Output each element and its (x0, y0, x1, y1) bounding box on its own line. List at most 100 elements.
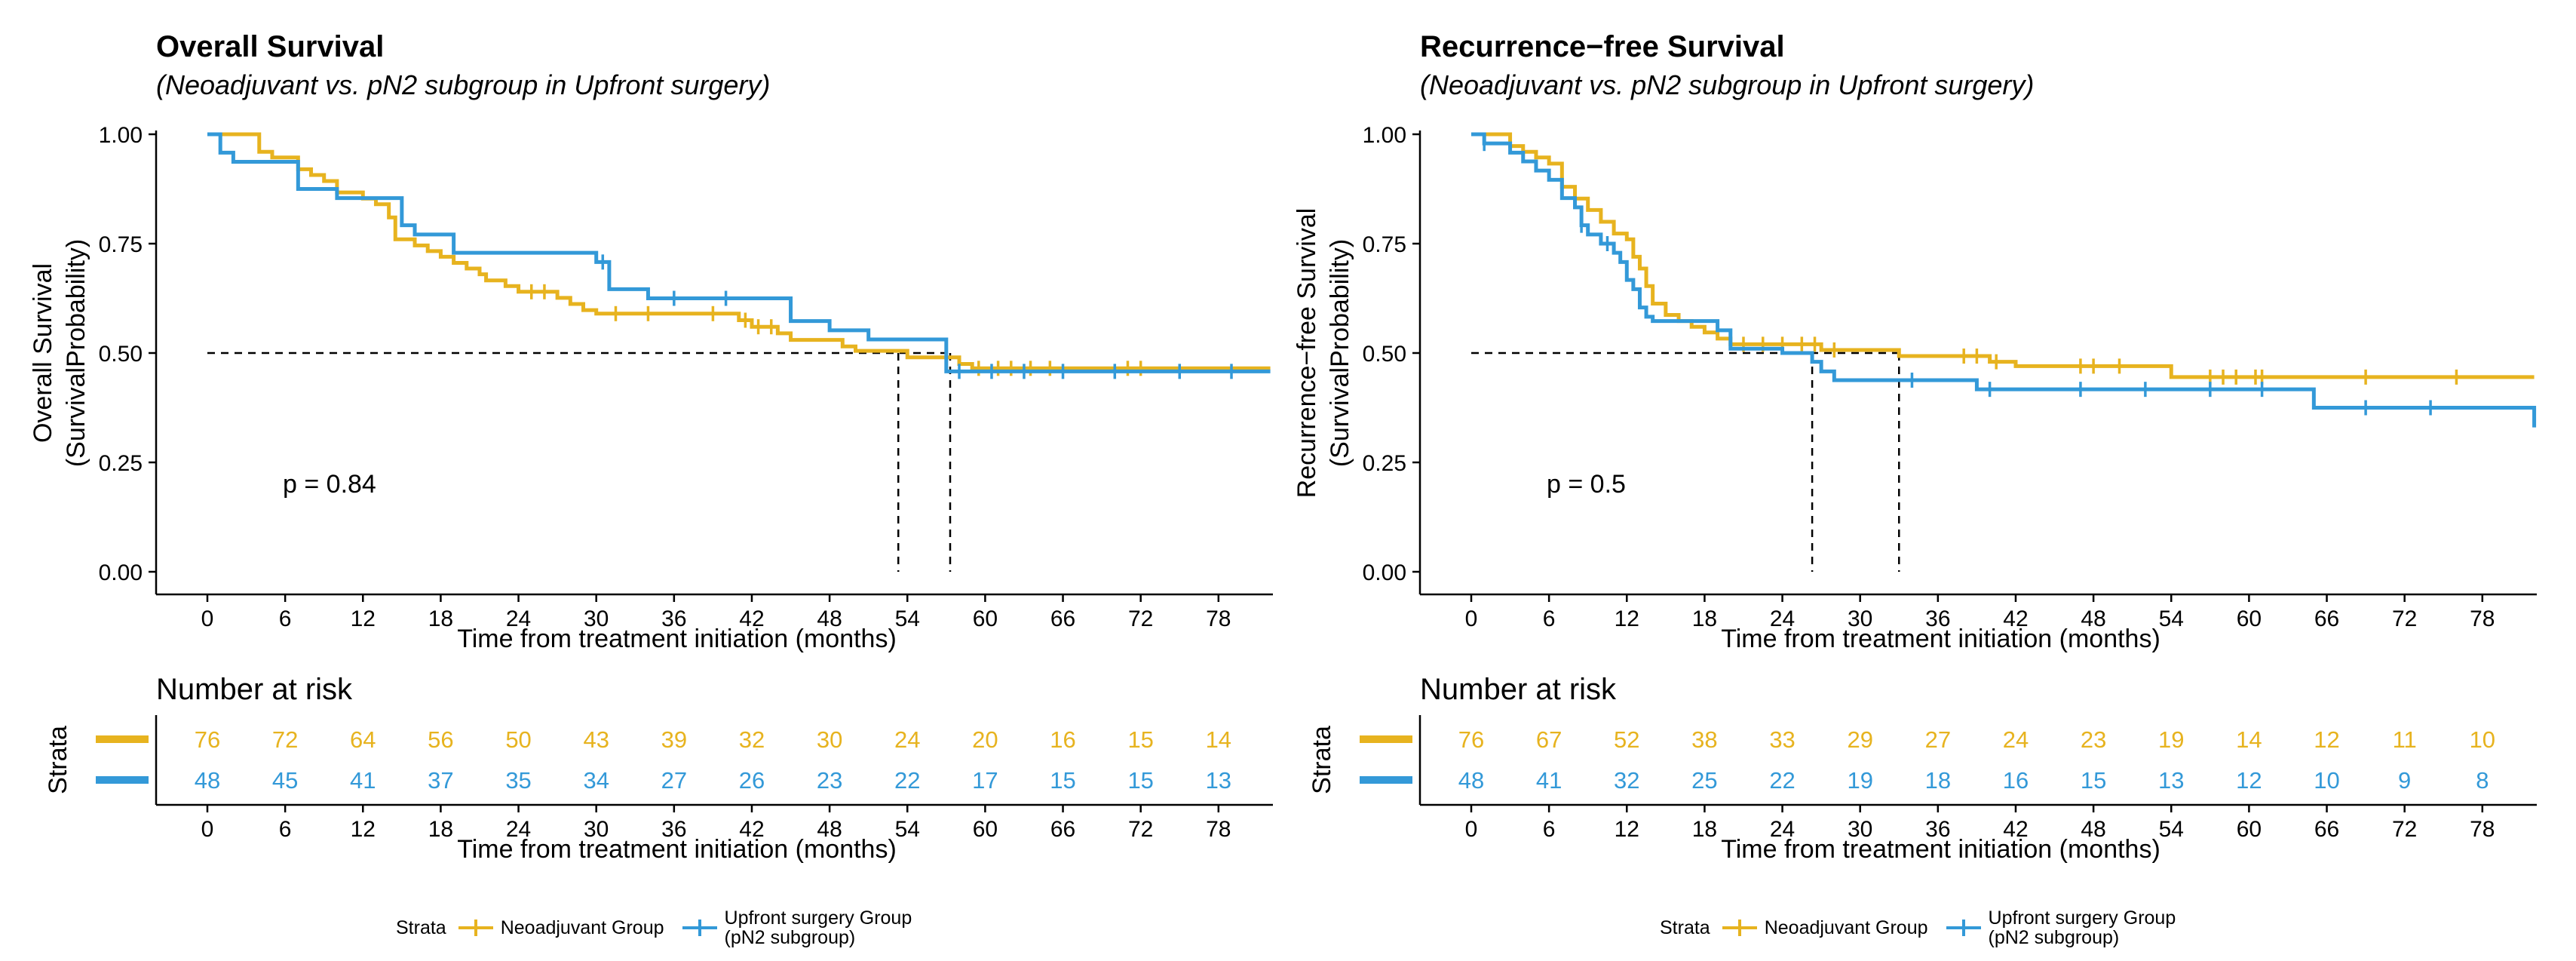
risk-x-tick-label: 36 (661, 817, 686, 842)
x-tick-label: 0 (1465, 606, 1478, 631)
risk-x-tick-label: 78 (2470, 817, 2495, 842)
y-tick-label: 0.25 (1363, 451, 1406, 476)
risk-count: 56 (428, 726, 453, 753)
risk-count: 22 (894, 767, 920, 794)
x-tick-label: 12 (351, 606, 376, 631)
os-panel-subtitle: (Neoadjuvant vs. pN2 subgroup in Upfront… (156, 69, 771, 100)
risk-x-tick-label: 66 (1050, 817, 1075, 842)
risk-count: 29 (1847, 726, 1872, 753)
risk-table-title: Number at risk (1420, 673, 1617, 706)
risk-count: 27 (1925, 726, 1951, 753)
x-tick-label: 30 (1848, 606, 1872, 631)
risk-count: 20 (972, 726, 998, 753)
legend-key-upfront-icon (682, 920, 717, 936)
risk-x-tick-label: 24 (1770, 817, 1795, 842)
risk-x-tick-label: 0 (1465, 817, 1478, 842)
y-tick-label: 0.00 (99, 560, 143, 585)
x-tick-label: 24 (1770, 606, 1795, 631)
series-neoadjuvant-line (1471, 132, 2535, 379)
risk-x-tick-label: 12 (1615, 817, 1639, 842)
risk-count: 19 (1847, 767, 1872, 794)
risk-x-tick-label: 54 (895, 817, 920, 842)
os-panel-title: Overall Survival (156, 30, 385, 63)
risk-count: 10 (2314, 767, 2339, 794)
legend-item-neoadjuvant: Neoadjuvant Group (457, 916, 664, 939)
risk-x-tick-label: 42 (2003, 817, 2028, 842)
x-tick-label: 24 (506, 606, 531, 631)
y-tick-label: 0.50 (1363, 342, 1406, 367)
risk-count: 16 (1050, 726, 1075, 753)
legend-item-upfront: Upfront surgery Group (pN2 subgroup) (1945, 908, 2176, 947)
x-tick-label: 30 (584, 606, 609, 631)
y-tick-label: 0.75 (99, 232, 143, 257)
legend-item-neoadjuvant: Neoadjuvant Group (1721, 916, 1928, 939)
risk-x-tick-label: 12 (351, 817, 376, 842)
rfs-chart: 0.000.250.500.751.000 6 12 18 24 30 36 42 48 54 60… (1293, 123, 2537, 864)
risk-count: 19 (2158, 726, 2184, 753)
risk-count: 13 (2158, 767, 2184, 794)
p-value-label: p = 0.5 (1547, 470, 1626, 499)
x-axis-title: Time from treatment initiation (months) (1721, 625, 2160, 653)
risk-count: 45 (272, 767, 298, 794)
risk-count: 10 (2470, 726, 2495, 753)
x-tick-label: 78 (2470, 606, 2495, 631)
legend-key-upfront-icon (1946, 920, 1981, 936)
risk-count: 13 (1206, 767, 1231, 794)
x-tick-label: 12 (1615, 606, 1639, 631)
x-tick-label: 42 (739, 606, 764, 631)
risk-count: 24 (894, 726, 920, 753)
series-upfront-line (1471, 132, 2537, 428)
risk-count: 15 (1050, 767, 1075, 794)
risk-count: 14 (1206, 726, 1231, 753)
legend-left: Strata Neoadjuvant Group Upfront surgery… (396, 905, 928, 950)
risk-x-tick-label: 48 (2081, 817, 2105, 842)
risk-count: 76 (1458, 726, 1484, 753)
x-tick-label: 54 (2159, 606, 2184, 631)
y-axis-title-line1: Recurrence−free Survival (1293, 208, 1321, 499)
risk-table-x-title: Time from treatment initiation (months) (457, 835, 897, 864)
x-tick-label: 72 (1128, 606, 1153, 631)
y-tick-label: 0.00 (1363, 560, 1406, 585)
risk-count: 12 (2236, 767, 2262, 794)
risk-x-tick-label: 36 (1925, 817, 1950, 842)
risk-table-strata-label: Strata (44, 726, 72, 794)
risk-count: 34 (583, 767, 609, 794)
risk-count: 27 (661, 767, 687, 794)
y-tick-label: 0.50 (99, 342, 143, 367)
legend-item-upfront: Upfront surgery Group (pN2 subgroup) (681, 908, 912, 947)
legend-title: Strata (1660, 917, 1710, 938)
risk-count: 48 (1458, 767, 1484, 794)
risk-count: 32 (739, 726, 765, 753)
risk-count: 11 (2393, 726, 2417, 753)
rfs-panel-subtitle: (Neoadjuvant vs. pN2 subgroup in Upfront… (1420, 69, 2035, 100)
risk-count: 14 (2236, 726, 2262, 753)
risk-count: 24 (2003, 726, 2029, 753)
risk-count: 17 (972, 767, 998, 794)
x-tick-label: 6 (1543, 606, 1556, 631)
risk-count: 64 (350, 726, 376, 753)
risk-count: 22 (1769, 767, 1795, 794)
series-neoadjuvant-line (207, 132, 1271, 370)
x-axis-title: Time from treatment initiation (months) (457, 625, 897, 653)
risk-x-tick-label: 66 (2314, 817, 2339, 842)
risk-x-tick-label: 30 (584, 817, 609, 842)
risk-count: 15 (1127, 726, 1153, 753)
y-tick-label: 0.25 (99, 451, 143, 476)
risk-x-tick-label: 18 (1692, 817, 1717, 842)
legend-label-upfront-line1: Upfront surgery Group (724, 907, 912, 929)
x-tick-label: 18 (428, 606, 453, 631)
legend-label-neoadjuvant: Neoadjuvant Group (500, 917, 664, 938)
risk-count: 35 (505, 767, 531, 794)
risk-x-tick-label: 72 (1128, 817, 1153, 842)
risk-count: 52 (1614, 726, 1639, 753)
y-tick-label: 1.00 (99, 123, 143, 148)
x-tick-label: 54 (895, 606, 920, 631)
risk-count: 23 (817, 767, 842, 794)
risk-count: 25 (1691, 767, 1717, 794)
risk-count: 41 (1536, 767, 1562, 794)
x-tick-label: 48 (2081, 606, 2105, 631)
risk-x-tick-label: 30 (1848, 817, 1872, 842)
x-tick-label: 78 (1206, 606, 1231, 631)
risk-x-tick-label: 72 (2392, 817, 2417, 842)
y-tick-label: 1.00 (1363, 123, 1406, 148)
